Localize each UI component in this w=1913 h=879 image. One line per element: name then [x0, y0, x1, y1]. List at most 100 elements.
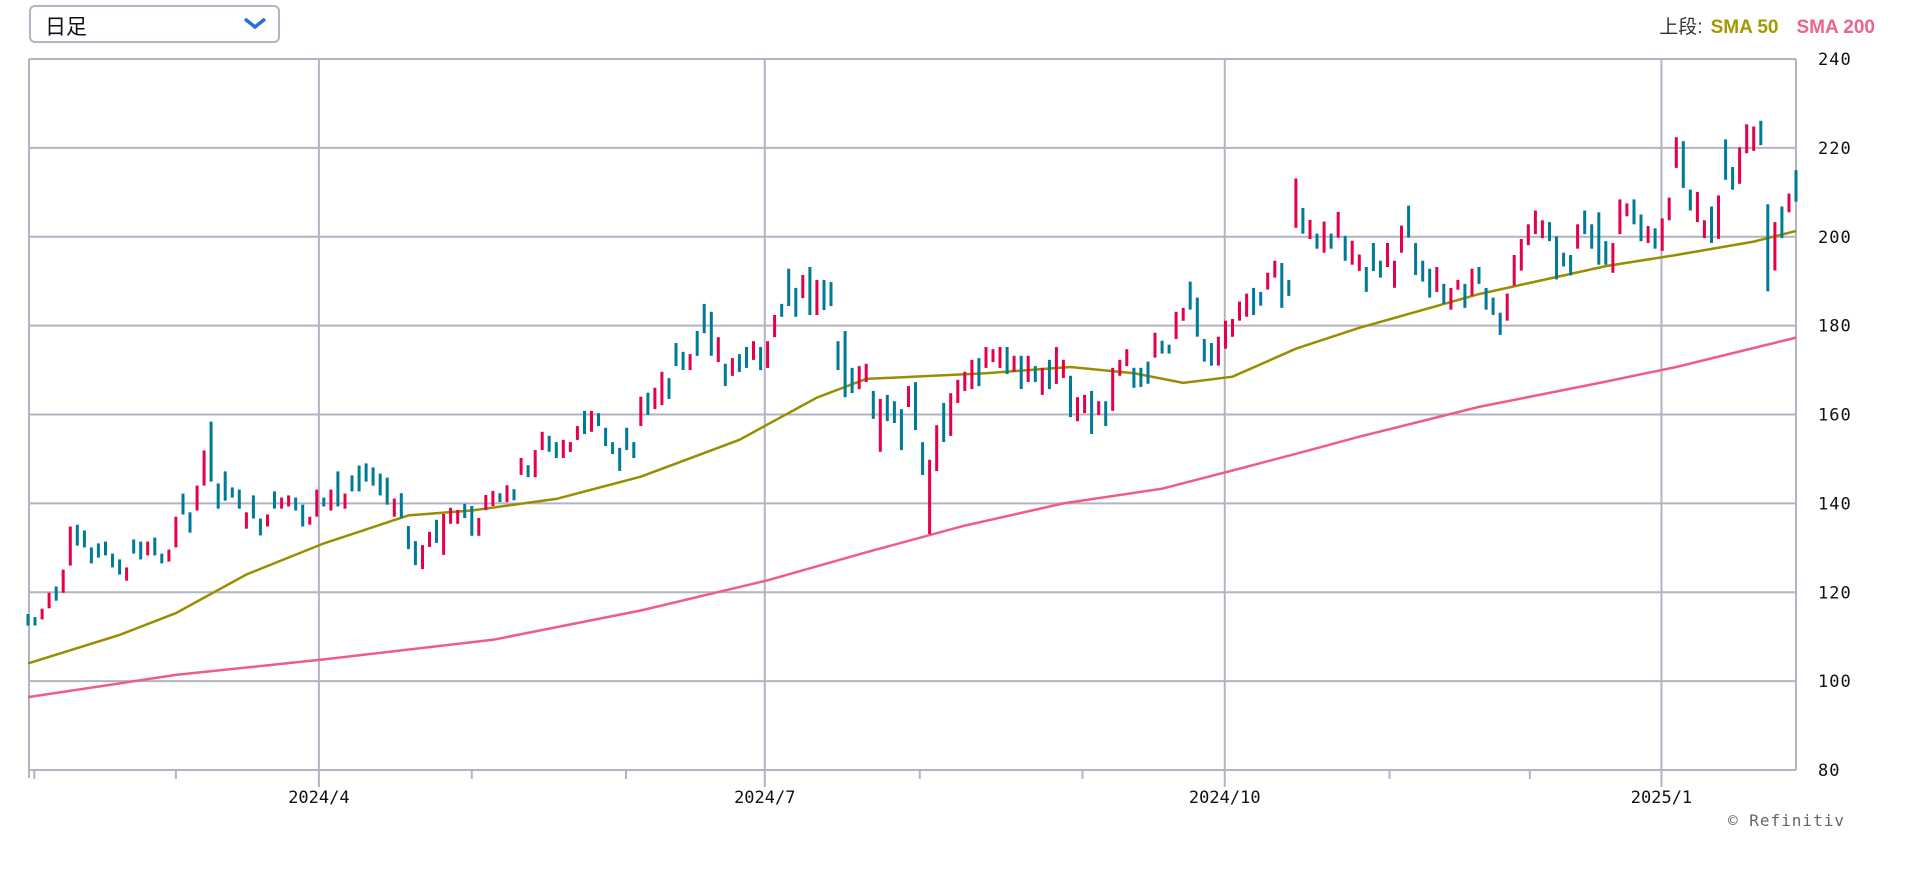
- candle-down: [787, 268, 791, 306]
- candle-down: [26, 614, 30, 626]
- candle-up: [392, 498, 396, 517]
- candle-up: [519, 458, 523, 475]
- candle-down: [1301, 207, 1305, 234]
- candle-up: [1519, 239, 1523, 271]
- candle-down: [216, 483, 220, 509]
- candle-up: [878, 398, 882, 452]
- candle-up: [1576, 224, 1580, 249]
- candle-up: [428, 531, 431, 547]
- candle-down: [843, 331, 847, 398]
- candle-up: [716, 337, 720, 363]
- candle-down: [1315, 233, 1319, 249]
- candle-up: [1350, 240, 1354, 265]
- candle-down: [1562, 252, 1566, 267]
- legend: 上段: SMA 50 SMA 200: [1659, 12, 1875, 39]
- candle-down: [1442, 283, 1446, 304]
- candle-up: [1512, 255, 1516, 286]
- candle-up: [1322, 221, 1326, 253]
- candle-up: [561, 439, 565, 458]
- candle-down: [1252, 287, 1256, 315]
- candle-up: [1097, 401, 1101, 415]
- candle-up: [1526, 224, 1530, 246]
- candle-down: [1132, 367, 1136, 388]
- candle-up: [1266, 272, 1270, 290]
- candle-down: [709, 311, 713, 356]
- candle-down: [463, 503, 467, 518]
- candle-up: [1449, 287, 1453, 310]
- candle-up: [1083, 394, 1087, 414]
- x-tick-label: 2024/7: [734, 788, 795, 808]
- candle-down: [667, 378, 671, 399]
- candle-down: [322, 497, 326, 507]
- candle-down: [188, 512, 192, 533]
- candle-down: [371, 467, 375, 486]
- candle-down: [914, 382, 917, 431]
- candle-down: [871, 390, 875, 419]
- candle-down: [33, 617, 37, 626]
- candle-up: [575, 426, 579, 440]
- candle-up: [864, 363, 868, 382]
- candle-up: [1245, 293, 1249, 317]
- candle-down: [1259, 291, 1263, 306]
- candle-up: [308, 516, 312, 525]
- candle-down: [132, 539, 136, 554]
- candle-down: [1428, 268, 1432, 298]
- candle-up: [449, 507, 453, 524]
- candle-down: [646, 392, 650, 415]
- candle-up: [125, 567, 129, 581]
- candle-down: [604, 427, 608, 446]
- candle-down: [885, 394, 889, 422]
- candle-down: [681, 351, 685, 370]
- candle-down: [1731, 167, 1735, 190]
- candle-down: [1498, 312, 1502, 335]
- candle-up: [773, 315, 777, 338]
- candle-down: [54, 586, 58, 601]
- y-tick-label: 120: [1818, 583, 1852, 603]
- candle-down: [1104, 401, 1108, 427]
- candle-up: [266, 514, 269, 527]
- candle-down: [258, 518, 262, 536]
- candle-up: [590, 410, 593, 432]
- candle-down: [1414, 243, 1418, 275]
- candle-up: [766, 341, 770, 368]
- candle-down: [1681, 141, 1685, 188]
- candle-down: [1195, 297, 1199, 337]
- candle-up: [442, 514, 446, 555]
- candle-up: [1111, 367, 1115, 411]
- candle-down: [153, 537, 157, 556]
- candle-down: [1780, 206, 1784, 239]
- y-tick-label: 180: [1818, 317, 1852, 337]
- candle-down: [385, 477, 389, 505]
- candle-up: [1540, 220, 1544, 239]
- candle-up: [315, 489, 319, 517]
- candle-down: [1019, 355, 1023, 390]
- candle-down: [1597, 212, 1601, 265]
- candle-down: [1583, 210, 1587, 235]
- candle-up: [660, 371, 664, 406]
- candle-down: [350, 475, 354, 492]
- candle-up: [540, 431, 544, 450]
- candle-up: [984, 347, 988, 368]
- candle-up: [1054, 347, 1058, 384]
- candle-up: [1660, 218, 1664, 251]
- candle-up: [1308, 219, 1312, 239]
- candle-down: [759, 347, 763, 371]
- candle-up: [1061, 359, 1065, 378]
- candle-up: [167, 549, 171, 562]
- candle-down: [223, 471, 227, 501]
- legend-sma200: SMA 200: [1796, 17, 1876, 38]
- candle-down: [82, 530, 86, 548]
- y-tick-label: 100: [1818, 672, 1852, 692]
- candle-up: [1336, 211, 1340, 238]
- sma50-line: [27, 229, 1797, 665]
- candle-up: [963, 371, 967, 391]
- candle-up: [688, 354, 692, 371]
- candle-up: [907, 386, 910, 407]
- legend-label: 上段:: [1659, 17, 1703, 38]
- candle-down: [512, 489, 516, 501]
- candle-up: [1118, 359, 1122, 376]
- candle-down: [554, 442, 558, 459]
- candle-down: [498, 493, 502, 503]
- candle-down: [625, 427, 629, 450]
- period-select[interactable]: 日足: [29, 5, 280, 43]
